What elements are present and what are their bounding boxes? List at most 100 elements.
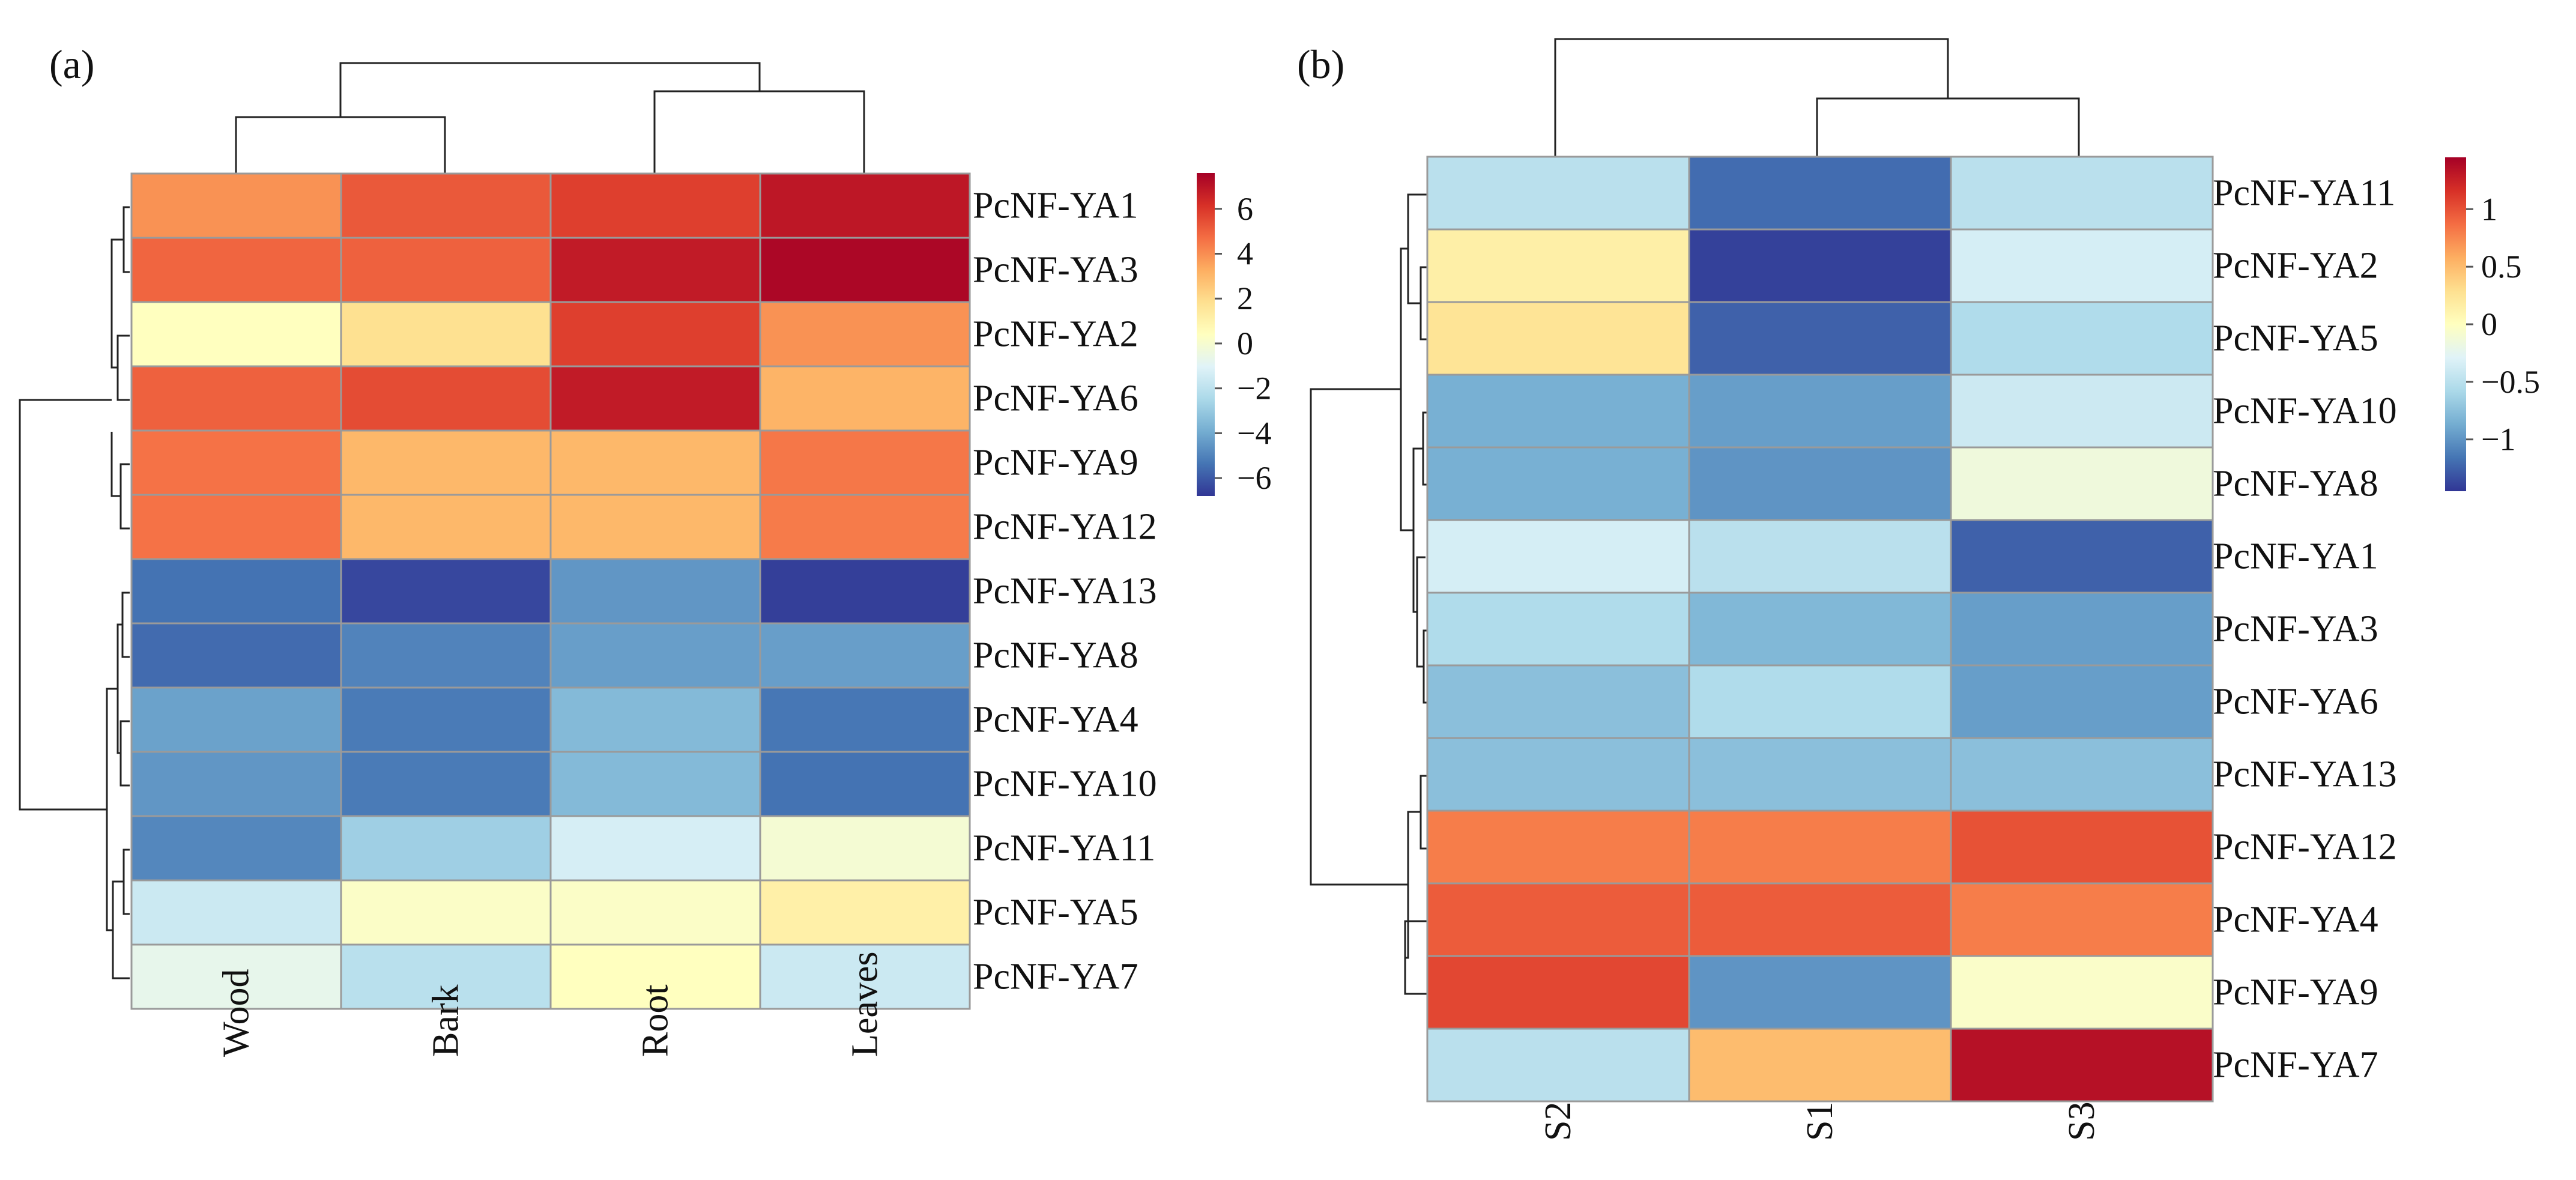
heatmap-cell bbox=[1426, 592, 1690, 667]
heatmap-cell bbox=[549, 558, 761, 625]
heatmap-cell bbox=[340, 622, 552, 689]
heatmap-cell bbox=[1950, 737, 2214, 812]
panel-b-colorbar: 1 0.5 0 −0.5 −1 bbox=[2445, 157, 2540, 491]
heatmap-cell bbox=[1950, 374, 2214, 449]
heatmap-cell bbox=[1688, 1027, 1952, 1103]
heatmap-cell bbox=[1688, 228, 1952, 303]
row-label: PcNF-YA6 bbox=[2213, 682, 2378, 722]
heatmap-cell bbox=[1426, 664, 1690, 739]
panel-a: (a) PcNF-YA1PcNF-YA3PcNF-YA2PcNF-YA6PcNF… bbox=[19, 41, 1271, 1057]
panel-b-colorbar-gradient bbox=[2445, 157, 2466, 491]
heatmap-cell bbox=[340, 879, 552, 946]
panel-b: (b) PcNF-YA11PcNF-YA2PcNF-YA5PcNF-YA10Pc… bbox=[1297, 38, 2540, 1141]
heatmap-cell bbox=[340, 558, 552, 625]
heatmap-cell bbox=[1688, 955, 1952, 1030]
row-label: PcNF-YA11 bbox=[2213, 173, 2395, 214]
heatmap-cell bbox=[1688, 446, 1952, 521]
heatmap-cell bbox=[1688, 592, 1952, 667]
heatmap-cell bbox=[1950, 156, 2214, 231]
heatmap-cell bbox=[130, 879, 342, 946]
panel-a-label: (a) bbox=[49, 41, 94, 87]
column-label: S1 bbox=[1800, 1102, 1840, 1141]
row-label: PcNF-YA13 bbox=[2213, 754, 2397, 795]
panel-b-column-dendrogram bbox=[1554, 38, 2080, 156]
panel-b-heatmap-cells bbox=[1426, 156, 2214, 1103]
heatmap-cell bbox=[130, 686, 342, 753]
row-label: PcNF-YA1 bbox=[2213, 536, 2378, 577]
heatmap-cell bbox=[1426, 955, 1690, 1030]
heatmap-cell bbox=[759, 301, 971, 368]
heatmap-cell bbox=[1426, 156, 1690, 231]
heatmap-cell bbox=[1688, 374, 1952, 449]
heatmap-cell bbox=[759, 237, 971, 303]
heatmap-cell bbox=[1950, 301, 2214, 376]
heatmap-cell bbox=[549, 365, 761, 432]
heatmap-cell bbox=[340, 365, 552, 432]
colorbar-tick-label: −2 bbox=[1237, 371, 1271, 407]
row-label: PcNF-YA3 bbox=[973, 250, 1138, 291]
row-label: PcNF-YA8 bbox=[973, 635, 1138, 676]
heatmap-cell bbox=[759, 751, 971, 817]
heatmap-cell bbox=[759, 172, 971, 239]
heatmap-cell bbox=[1426, 1027, 1690, 1103]
row-label: PcNF-YA2 bbox=[2213, 246, 2378, 286]
row-label: PcNF-YA10 bbox=[973, 764, 1157, 805]
heatmap-cell bbox=[130, 558, 342, 625]
colorbar-tick-label: −6 bbox=[1237, 460, 1271, 496]
heatmap-cell bbox=[759, 494, 971, 560]
column-label: Wood bbox=[216, 969, 257, 1057]
heatmap-cell bbox=[340, 815, 552, 882]
heatmap-cell bbox=[1426, 374, 1690, 449]
heatmap-cell bbox=[130, 943, 342, 1010]
heatmap-cell bbox=[130, 365, 342, 432]
panel-a-colorbar-gradient bbox=[1197, 173, 1215, 496]
heatmap-cell bbox=[759, 622, 971, 689]
panel-a-column-labels: Wood Bark Root Leaves bbox=[216, 951, 886, 1057]
heatmap-cell bbox=[130, 429, 342, 496]
heatmap-cell bbox=[1950, 882, 2214, 957]
heatmap-cell bbox=[340, 237, 552, 303]
colorbar-tick-label: 0 bbox=[1237, 325, 1253, 362]
heatmap-cell bbox=[130, 494, 342, 560]
heatmap-cell bbox=[1426, 809, 1690, 885]
heatmap-cell bbox=[1688, 519, 1952, 594]
heatmap-cell bbox=[1688, 882, 1952, 957]
row-label: PcNF-YA5 bbox=[973, 892, 1138, 933]
heatmap-cell bbox=[1950, 446, 2214, 521]
heatmap-cell bbox=[340, 686, 552, 753]
heatmap-cell bbox=[1426, 301, 1690, 376]
heatmap-cell bbox=[130, 301, 342, 368]
row-label: PcNF-YA11 bbox=[973, 828, 1155, 869]
row-label: PcNF-YA9 bbox=[2213, 972, 2378, 1013]
colorbar-tick-label: 6 bbox=[1237, 191, 1253, 227]
heatmap-cell bbox=[1688, 156, 1952, 231]
row-label: PcNF-YA9 bbox=[973, 443, 1138, 483]
colorbar-tick-label: 1 bbox=[2481, 191, 2497, 227]
row-label: PcNF-YA13 bbox=[973, 571, 1157, 612]
heatmap-cell bbox=[1688, 809, 1952, 885]
panel-a-heatmap-cells bbox=[130, 172, 971, 1010]
heatmap-cell bbox=[130, 751, 342, 817]
heatmap-cell bbox=[340, 301, 552, 368]
heatmap-cell bbox=[1950, 1027, 2214, 1103]
heatmap-cell bbox=[130, 237, 342, 303]
heatmap-cell bbox=[1950, 592, 2214, 667]
heatmap-cell bbox=[549, 751, 761, 817]
heatmap-cell bbox=[130, 172, 342, 239]
heatmap-cell bbox=[340, 494, 552, 560]
panel-a-row-labels: PcNF-YA1 PcNF-YA3 PcNF-YA2 PcNF-YA6 PcNF-YA9… bbox=[973, 186, 1157, 997]
heatmap-cell bbox=[549, 622, 761, 689]
column-label: Leaves bbox=[845, 951, 886, 1057]
row-label: PcNF-YA12 bbox=[973, 507, 1157, 548]
heatmap-cell bbox=[759, 815, 971, 882]
row-label: PcNF-YA8 bbox=[2213, 464, 2378, 504]
heatmap-cell bbox=[759, 558, 971, 625]
heatmap-cell bbox=[1426, 446, 1690, 521]
heatmap-cell bbox=[759, 365, 971, 432]
row-label: PcNF-YA2 bbox=[973, 314, 1138, 355]
row-label: PcNF-YA4 bbox=[2213, 900, 2378, 940]
column-label: Root bbox=[635, 984, 676, 1057]
heatmap-cell bbox=[1688, 737, 1952, 812]
panel-a-colorbar: 6 4 2 0 −2 −4 −6 bbox=[1197, 173, 1271, 496]
colorbar-tick-label: 2 bbox=[1237, 280, 1253, 316]
